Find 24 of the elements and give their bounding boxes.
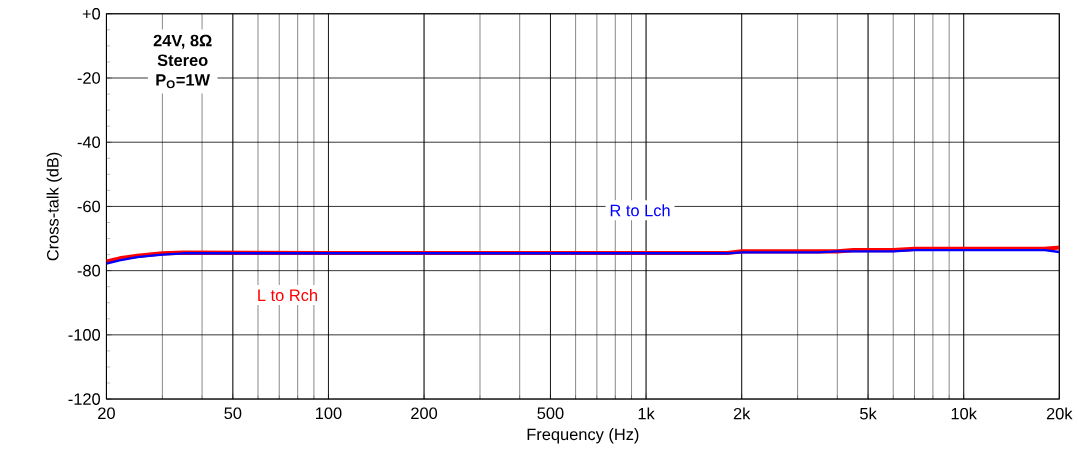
y-tick-label: -100 <box>68 329 101 341</box>
y-tick-label: -80 <box>77 264 101 277</box>
x-tick-label: 200 <box>411 407 438 420</box>
annotation: Stereo <box>157 54 208 67</box>
y-axis-title: Cross-talk (dB) <box>46 152 62 261</box>
x-tick-label: 100 <box>316 407 342 420</box>
text: R to Lch <box>610 204 670 217</box>
x-tick-label: 20k <box>1046 407 1073 420</box>
x-tick-label: 2k <box>733 407 751 420</box>
y-tick-label: -120 <box>68 393 101 405</box>
annotation: 24V, 8Ω <box>153 34 212 49</box>
x-tick-label: 50 <box>224 407 242 420</box>
y-tick-label: -60 <box>77 200 101 213</box>
x-tick-label: 1k <box>638 407 655 420</box>
x-axis-title: Frequency (Hz) <box>527 428 639 444</box>
text: P$_{O}$=1W <box>156 74 211 89</box>
x-tick-label: 20 <box>98 407 115 420</box>
x-tick-label: 5k <box>860 407 877 420</box>
x-tick-label: 500 <box>537 407 564 420</box>
x-tick-label: 10k <box>951 407 977 420</box>
y-tick-label: -40 <box>77 136 101 149</box>
text: L to Rch <box>258 288 317 302</box>
y-tick-label: -20 <box>77 72 101 84</box>
y-tick-label: +0 <box>82 7 101 20</box>
